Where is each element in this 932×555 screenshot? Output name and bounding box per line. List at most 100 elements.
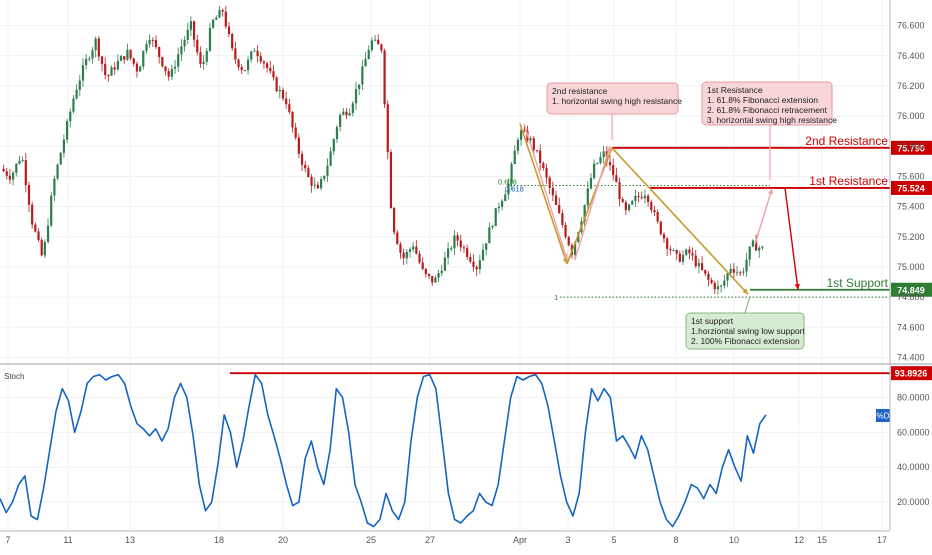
candle-body <box>269 67 272 72</box>
candle-body <box>224 11 227 27</box>
stochastic-panel: Stoch 93.8926 %D <box>0 366 932 528</box>
candle-body <box>329 151 332 166</box>
candle-body <box>215 17 218 20</box>
candle-body <box>278 89 281 92</box>
price-axis-tick-label: 75.200 <box>897 232 925 242</box>
candle-body <box>94 38 97 51</box>
price-axis-tick-label: 75.400 <box>897 202 925 212</box>
candle-body <box>250 51 253 60</box>
candle-body <box>377 39 380 45</box>
first-support-note-line: 1st support <box>691 316 734 326</box>
candle-body <box>208 27 212 51</box>
candle-body <box>615 175 618 183</box>
candle-body <box>618 182 621 199</box>
x-axis-tick-label: 8 <box>673 535 678 545</box>
candle-body <box>593 163 596 178</box>
candle-body <box>262 61 266 64</box>
candle-body <box>647 195 650 203</box>
candle-body <box>46 225 50 242</box>
candle-body <box>640 197 643 199</box>
candle-body <box>364 58 367 67</box>
candle-body <box>212 19 215 28</box>
candle-body <box>761 246 764 248</box>
candle-body <box>62 139 66 153</box>
level-name-label: 1st Resistance <box>809 174 888 188</box>
candle-body <box>412 246 415 250</box>
candle-body <box>739 272 742 274</box>
candle-body <box>710 279 713 283</box>
price-axis-tick-label: 76.400 <box>897 51 925 61</box>
candle-body <box>723 280 726 286</box>
candle-body <box>672 250 675 252</box>
candle-body <box>59 152 62 165</box>
candle-body <box>227 26 231 35</box>
candle-body <box>713 282 716 290</box>
candle-body <box>34 224 37 232</box>
fib-label-0618-blue: 0.618 <box>505 185 524 194</box>
candle-body <box>745 259 748 272</box>
candle-body <box>666 238 669 249</box>
price-axis-tick-label: 75.800 <box>897 141 925 151</box>
candle-body <box>285 98 288 105</box>
candle-body <box>196 39 199 53</box>
candle-body <box>75 89 78 99</box>
candle-body <box>427 273 431 276</box>
second-resistance-note-line: 2nd resistance <box>552 86 608 96</box>
first-resistance-note-box <box>701 81 833 126</box>
x-axis-tick-label: 11 <box>63 535 72 545</box>
candle-body <box>53 178 56 196</box>
candle-body <box>650 202 653 211</box>
candle-body <box>275 77 278 92</box>
candle-body <box>500 201 504 207</box>
candle-body <box>85 58 88 66</box>
candle-body <box>421 262 424 269</box>
candle-body <box>586 188 589 206</box>
candle-body <box>539 150 542 164</box>
first-resistance-note-line: 1st Resistance <box>707 85 763 95</box>
candle-body <box>545 168 548 178</box>
price-axis-tick-label: 74.800 <box>897 292 925 302</box>
price-axis-tick-label: 76.600 <box>897 21 925 31</box>
candle-body <box>148 39 151 45</box>
candle-body <box>656 212 659 222</box>
candle-body <box>637 195 640 198</box>
price-axis-tick-label: 76.200 <box>897 81 925 91</box>
candle-body <box>704 269 707 274</box>
candle-body <box>456 235 459 241</box>
candle-body <box>272 71 275 78</box>
candle-body <box>81 65 85 81</box>
candle-body <box>259 56 262 62</box>
candle-body <box>491 226 494 228</box>
level-price-box <box>891 140 932 155</box>
price-axis-tick-label: 75.600 <box>897 171 925 181</box>
fib-swing-line <box>566 147 613 265</box>
fib-swing-line <box>519 123 568 265</box>
candle-body <box>266 63 269 68</box>
level-price-box <box>891 282 932 297</box>
candle-body <box>294 127 297 138</box>
candle-body <box>431 275 434 283</box>
candle-body <box>221 10 224 12</box>
candle-body <box>669 248 672 251</box>
fib-label-0618: 0.618 <box>498 178 517 187</box>
candle-body <box>443 257 447 271</box>
candle-body <box>297 137 300 154</box>
candle-body <box>751 240 754 247</box>
candle-body <box>466 248 469 258</box>
candle-body <box>145 44 148 51</box>
price-axis-tick-label: 75.000 <box>897 262 925 272</box>
candle-body <box>2 168 5 172</box>
candle-body <box>370 40 373 50</box>
candle-body <box>316 184 320 189</box>
projection-arrow-head <box>767 188 773 195</box>
candle-body <box>358 84 361 89</box>
candle-body <box>27 185 31 205</box>
stoch-level-box <box>891 366 932 381</box>
candle-body <box>573 242 577 255</box>
stoch-axis-tick-label: 80.0000 <box>897 392 930 402</box>
candle-body <box>624 202 627 211</box>
candle-body <box>56 164 59 179</box>
